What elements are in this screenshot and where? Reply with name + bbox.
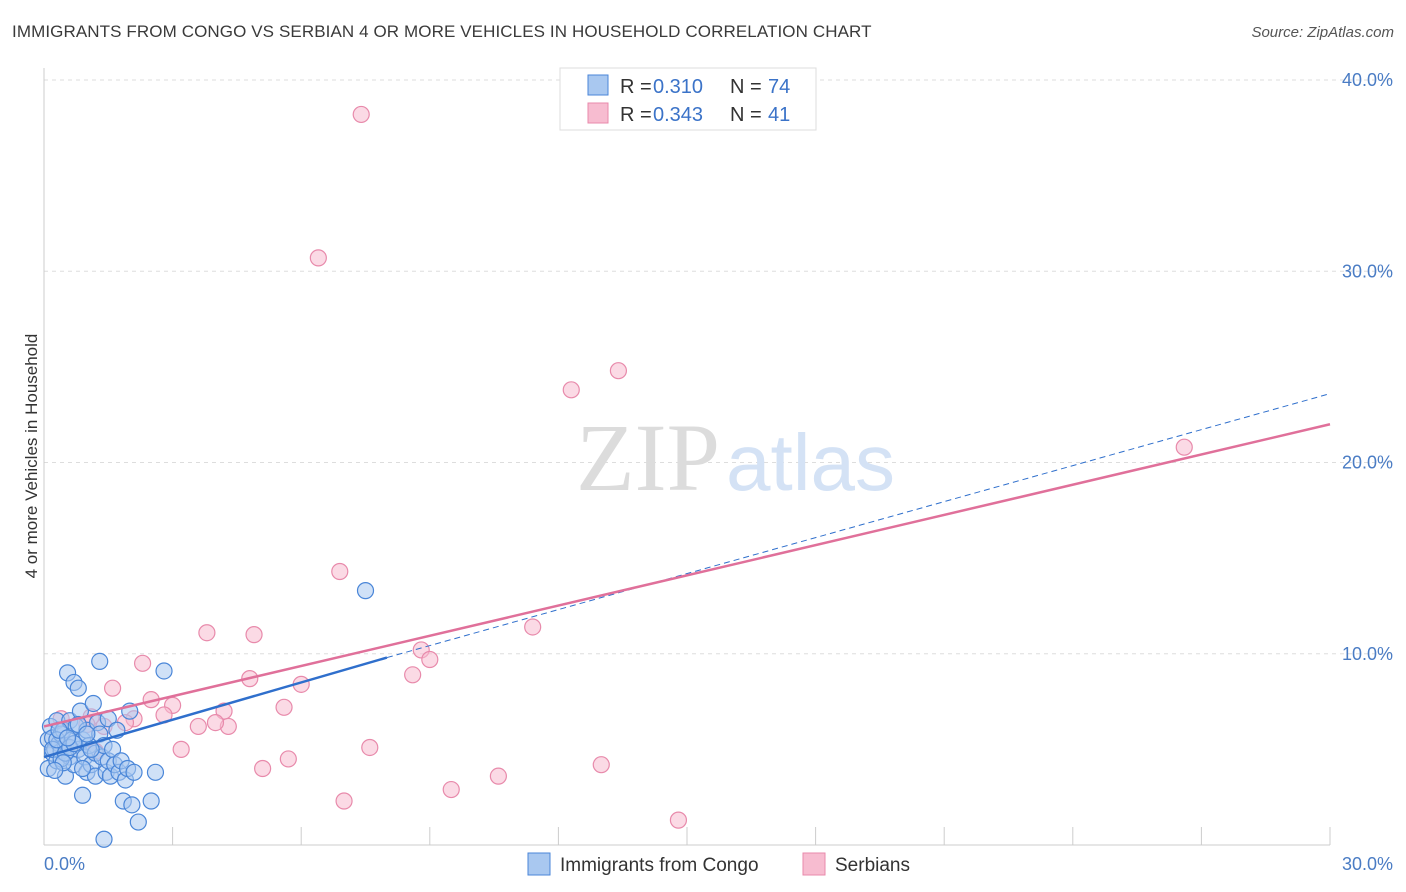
serbians-point bbox=[562, 381, 580, 399]
legend-swatch-congo bbox=[587, 74, 609, 96]
congo-point bbox=[123, 796, 141, 814]
correlation-legend: R = 0.310 N = 74 R = 0.343 N = 41 bbox=[559, 67, 817, 131]
serbians-point bbox=[254, 759, 272, 778]
serbians-point bbox=[489, 767, 507, 785]
chart-title: IMMIGRANTS FROM CONGO VS SERBIAN 4 OR MO… bbox=[12, 22, 872, 41]
legend-n-label-congo: N = bbox=[730, 76, 762, 98]
series-legend-swatch-congo bbox=[527, 852, 551, 876]
serbians-trend-line bbox=[43, 423, 1331, 728]
congo-point bbox=[73, 786, 92, 804]
serbians-point bbox=[361, 738, 379, 757]
legend-swatch-serbians bbox=[587, 102, 609, 124]
legend-n-label-serbians: N = bbox=[730, 104, 762, 126]
legend-r-value-serbians: 0.343 bbox=[653, 104, 703, 126]
serbians-point bbox=[189, 717, 207, 736]
series-legend: Immigrants from Congo Serbians bbox=[527, 852, 910, 876]
serbians-point bbox=[421, 650, 439, 669]
serbians-point bbox=[275, 698, 293, 716]
congo-point bbox=[58, 729, 77, 747]
series-legend-swatch-serbians bbox=[802, 852, 826, 876]
series-legend-label-congo: Immigrants from Congo bbox=[560, 855, 759, 876]
legend-n-value-congo: 74 bbox=[768, 76, 790, 98]
y-tick-label: 20.0% bbox=[1342, 453, 1393, 473]
serbians-point bbox=[309, 249, 327, 267]
trend-lines bbox=[43, 393, 1331, 759]
serbians-point bbox=[442, 780, 460, 799]
legend-r-label-serbians: R = bbox=[620, 104, 652, 126]
congo-point bbox=[155, 662, 173, 680]
x-tick-label-max: 30.0% bbox=[1342, 854, 1393, 874]
x-tick-label-min: 0.0% bbox=[44, 854, 85, 874]
serbians-point bbox=[404, 666, 422, 684]
congo-point bbox=[91, 652, 109, 671]
serbians-point bbox=[245, 626, 263, 644]
y-tick-label: 40.0% bbox=[1342, 70, 1393, 90]
series-legend-label-serbians: Serbians bbox=[835, 855, 910, 876]
source-credit: Source: ZipAtlas.com bbox=[1251, 24, 1394, 41]
congo-point bbox=[46, 761, 64, 780]
x-tick-marks bbox=[172, 827, 1331, 845]
congo-point bbox=[142, 792, 160, 810]
congo-point bbox=[129, 813, 147, 831]
congo-point bbox=[95, 830, 113, 848]
congo-trend-extension bbox=[386, 393, 1331, 659]
legend-n-value-serbians: 41 bbox=[768, 104, 790, 126]
congo-point bbox=[78, 725, 96, 743]
serbians-point bbox=[331, 562, 349, 581]
serbians-point bbox=[103, 679, 122, 697]
serbians-point bbox=[524, 618, 542, 636]
watermark-zip: ZIP bbox=[576, 404, 720, 511]
watermark-atlas: atlas bbox=[726, 418, 895, 507]
legend-r-label-congo: R = bbox=[620, 76, 652, 98]
serbians-point bbox=[133, 654, 152, 672]
serbians-point bbox=[592, 756, 610, 774]
serbians-point bbox=[609, 362, 628, 380]
serbians-point bbox=[1175, 438, 1193, 456]
y-tick-label: 10.0% bbox=[1342, 644, 1393, 664]
y-tick-label: 30.0% bbox=[1342, 261, 1393, 281]
congo-trend-line bbox=[43, 656, 388, 759]
congo-point bbox=[356, 582, 375, 600]
congo-point bbox=[146, 763, 165, 781]
serbians-point bbox=[198, 624, 216, 642]
y-axis-label: 4 or more Vehicles in Household bbox=[22, 334, 41, 579]
serbians-point bbox=[335, 792, 353, 810]
congo-point bbox=[73, 759, 92, 778]
congo-point bbox=[69, 679, 87, 697]
serbians-point bbox=[669, 811, 688, 829]
legend-r-value-congo: 0.310 bbox=[653, 76, 703, 98]
congo-point bbox=[125, 763, 143, 781]
serbians-point bbox=[206, 713, 225, 732]
congo-point bbox=[84, 694, 102, 713]
serbians-point bbox=[352, 105, 370, 124]
serbians-point bbox=[172, 740, 190, 758]
serbians-point bbox=[279, 750, 297, 768]
y-tick-labels: 10.0% 20.0% 30.0% 40.0% bbox=[1342, 70, 1393, 664]
